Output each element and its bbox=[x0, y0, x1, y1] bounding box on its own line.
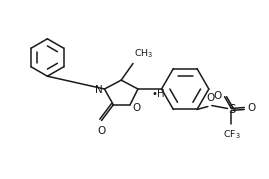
Text: •H: •H bbox=[152, 89, 165, 99]
Text: O: O bbox=[207, 93, 215, 103]
Text: O: O bbox=[132, 103, 140, 113]
Text: CF$_3$: CF$_3$ bbox=[222, 128, 240, 141]
Text: N: N bbox=[95, 85, 102, 95]
Text: O: O bbox=[97, 126, 106, 136]
Text: O: O bbox=[247, 103, 256, 112]
Text: O: O bbox=[213, 91, 222, 101]
Text: CH$_3$: CH$_3$ bbox=[134, 48, 154, 61]
Text: S: S bbox=[228, 103, 235, 116]
